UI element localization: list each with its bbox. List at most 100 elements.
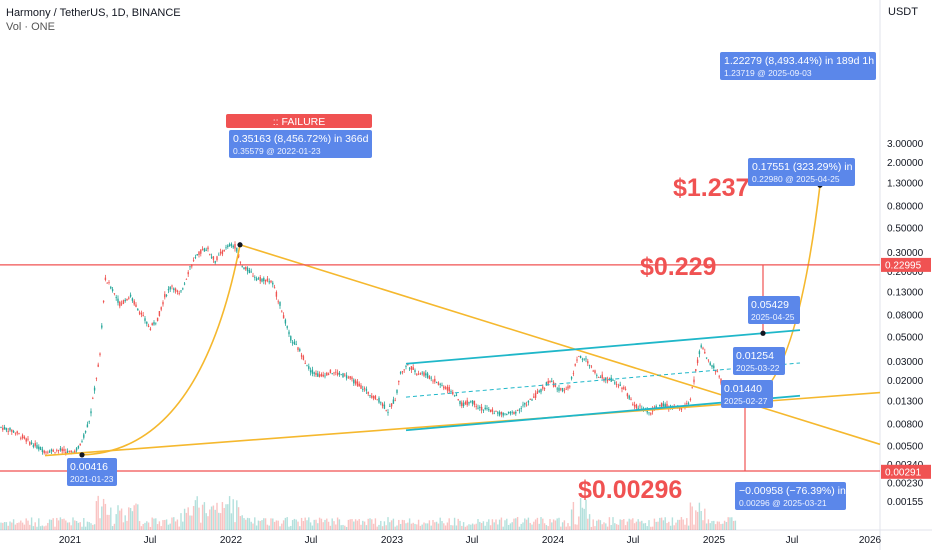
volume-bar — [626, 521, 629, 530]
volume-bar — [254, 517, 256, 530]
volume-bar — [646, 526, 648, 530]
volume-bar — [619, 519, 621, 530]
volume-bar — [88, 522, 90, 530]
candle-body — [83, 434, 85, 438]
volume-bar — [664, 517, 666, 530]
volume-bar — [533, 521, 535, 530]
big-price-label: $0.00296 — [578, 476, 682, 504]
candle-body — [97, 364, 99, 367]
candle-body — [201, 248, 204, 250]
volume-bar — [545, 525, 548, 530]
candle-body — [518, 409, 521, 411]
candle-body — [630, 398, 632, 400]
candle-body — [297, 347, 299, 350]
candle-body — [65, 451, 67, 454]
volume-bar — [286, 517, 288, 530]
volume-bar — [137, 504, 139, 530]
volume-bar — [691, 506, 693, 530]
volume-bar — [633, 523, 636, 530]
volume-bar — [504, 520, 506, 530]
candle-body — [333, 372, 335, 374]
volume-bar — [45, 525, 47, 530]
volume-bar — [509, 523, 512, 530]
candle-body — [336, 372, 339, 375]
parabolic-curve-left — [81, 244, 241, 456]
candle-body — [212, 256, 215, 260]
volume-bar — [50, 519, 53, 530]
candle-body — [432, 380, 434, 382]
candle-body — [390, 403, 393, 407]
volume-bar — [428, 520, 431, 530]
volume-bar — [250, 521, 252, 530]
volume-bar — [115, 514, 117, 530]
candle-body — [290, 336, 292, 341]
volume-bar — [124, 515, 126, 530]
candle-body — [126, 299, 128, 301]
x-tick-label: Jul — [144, 535, 157, 546]
candle-body — [218, 254, 220, 256]
y-tick-label: 0.00800 — [887, 419, 924, 430]
candle-body — [203, 248, 206, 252]
volume-bar — [212, 505, 215, 530]
candle-body — [396, 389, 398, 393]
candle-body — [468, 402, 470, 404]
volume-bar — [367, 518, 369, 530]
volume-bar — [641, 520, 643, 530]
candle-body — [133, 300, 135, 305]
candle-body — [520, 408, 522, 410]
candle-body — [714, 370, 717, 372]
volume-bar — [84, 526, 87, 530]
candle-body — [88, 421, 90, 423]
candle-body — [93, 387, 96, 391]
candle-body — [192, 260, 195, 262]
candle-body — [95, 377, 98, 379]
volume-bar — [336, 517, 339, 530]
volume-bar — [205, 513, 207, 530]
volume-bar — [182, 521, 184, 530]
candle-body — [144, 318, 146, 321]
volume-bar — [66, 522, 69, 530]
volume-bar — [498, 519, 501, 530]
candle-body — [511, 411, 513, 413]
volume-bar — [396, 525, 398, 530]
candle-body — [536, 391, 539, 394]
candle-body — [497, 412, 499, 414]
volume-bar — [117, 505, 119, 530]
candle-body — [430, 377, 432, 379]
volume-bar — [347, 519, 350, 530]
y-tick-label: 0.30000 — [887, 248, 924, 259]
volume-bar — [74, 520, 76, 530]
volume-bar — [565, 526, 567, 530]
candle-body — [111, 289, 114, 291]
candle-body — [515, 411, 517, 414]
y-tick-label: 0.03000 — [887, 357, 924, 368]
y-tick-label: 0.08000 — [887, 310, 924, 321]
candle-body — [434, 378, 436, 382]
candle-body — [408, 368, 411, 370]
volume-bar — [516, 517, 519, 530]
volume-bar — [435, 521, 438, 530]
volume-bar — [707, 519, 710, 530]
point-box-bg — [721, 380, 773, 408]
volume-bar — [669, 525, 672, 530]
volume-bar — [155, 518, 157, 530]
volume-bar — [207, 516, 209, 530]
volume-bar — [243, 518, 245, 530]
candle-body — [369, 395, 371, 397]
candle-body — [0, 426, 2, 428]
volume-bar — [54, 526, 56, 530]
volume-bar — [259, 520, 261, 530]
candle-body — [7, 431, 9, 432]
volume-bar — [353, 521, 355, 530]
candle-body — [489, 409, 492, 412]
candle-body — [306, 365, 308, 367]
volume-bar — [515, 518, 517, 530]
candle-body — [551, 380, 553, 382]
candle-body — [158, 311, 161, 316]
volume-bar — [79, 522, 81, 530]
volume-bar — [18, 522, 20, 530]
candle-body — [282, 315, 285, 319]
candle-body — [146, 321, 148, 324]
candle-body — [137, 308, 139, 311]
